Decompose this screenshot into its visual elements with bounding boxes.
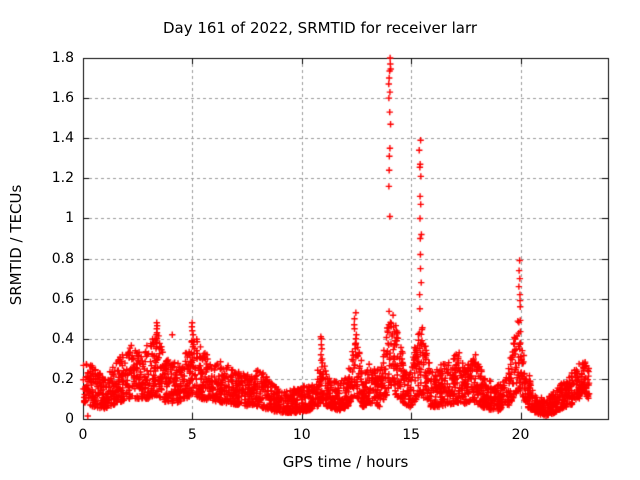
x-axis-label: GPS time / hours (282, 453, 409, 471)
y-tick-label: 0.6 (51, 290, 74, 307)
x-tick-label: 20 (511, 427, 530, 443)
chart-title: Day 161 of 2022, SRMTID for receiver lar… (162, 19, 478, 37)
x-tick-label: 0 (78, 427, 88, 443)
y-axis-label-text: SRMTID / TECUs (7, 184, 25, 306)
y-tick-label: 1 (65, 210, 74, 227)
x-tick-label: 5 (187, 427, 197, 443)
y-tick-label: 0.4 (51, 330, 74, 347)
y-tick-label: 1.2 (51, 170, 74, 187)
y-tick-label: 1.4 (51, 130, 74, 147)
x-tick-label: 10 (292, 427, 311, 443)
y-tick-label: 0.2 (51, 370, 74, 387)
y-tick-label: 0.8 (51, 250, 74, 267)
y-tick-label: 1.8 (51, 50, 74, 66)
y-tick-label: 0 (65, 411, 74, 427)
y-tick-label: 1.6 (51, 90, 74, 107)
x-tick-label: 15 (402, 427, 421, 443)
